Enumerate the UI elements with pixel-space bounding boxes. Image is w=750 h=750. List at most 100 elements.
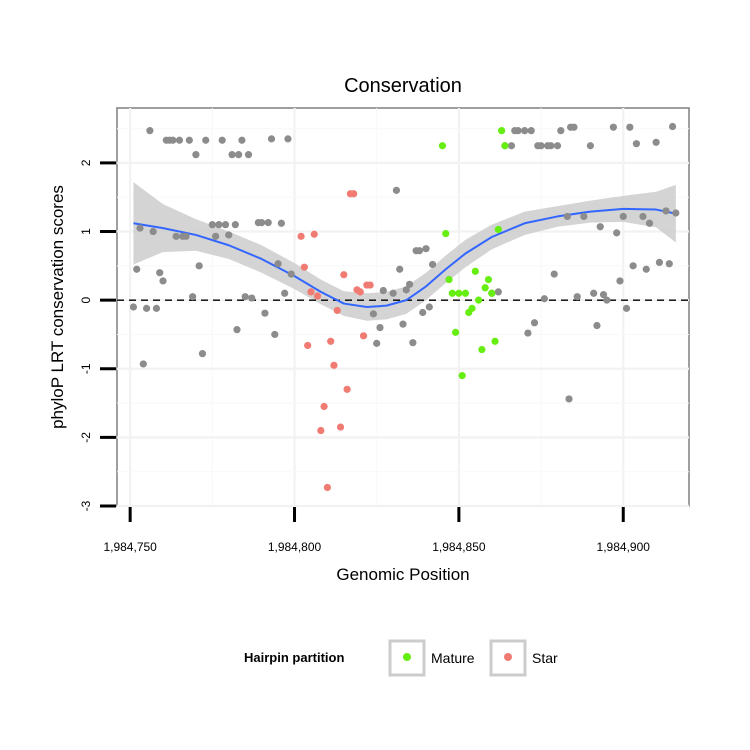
point-other: [277, 219, 285, 227]
point-other: [537, 142, 545, 150]
point-other: [228, 151, 236, 159]
point-other: [494, 288, 502, 296]
point-mature: [448, 289, 456, 297]
point-other: [156, 269, 164, 277]
point-other: [565, 395, 573, 403]
point-other: [629, 262, 637, 270]
point-other: [399, 320, 407, 328]
point-mature: [461, 289, 470, 297]
point-other: [402, 286, 410, 294]
x-tick-label: 1,984,850: [432, 540, 486, 554]
point-other: [613, 229, 621, 237]
point-other: [376, 323, 384, 332]
point-other: [208, 221, 216, 229]
point-star: [340, 271, 348, 279]
point-other: [198, 350, 207, 358]
point-star: [359, 332, 368, 340]
point-other: [665, 260, 673, 268]
point-mature: [451, 328, 460, 336]
point-star: [317, 426, 325, 435]
point-other: [662, 207, 670, 215]
legend-label-mature: Mature: [431, 650, 475, 666]
point-other: [540, 295, 548, 303]
y-tick-label: -3: [79, 500, 93, 511]
point-star: [356, 288, 364, 296]
point-other: [507, 142, 516, 150]
point-mature: [491, 337, 499, 345]
point-other: [146, 127, 154, 135]
point-other: [152, 304, 161, 312]
point-other: [428, 260, 437, 269]
point-other: [244, 151, 253, 159]
x-tick-label: 1,984,800: [268, 540, 322, 554]
point-other: [425, 303, 433, 311]
point-other: [632, 140, 641, 148]
point-other: [129, 303, 138, 311]
point-other: [189, 293, 197, 301]
x-axis: 1,984,750 1,984,800 1,984,850 1,984,900: [103, 507, 650, 554]
point-other: [409, 339, 417, 347]
point-other: [389, 289, 397, 297]
y-tick-label: -1: [79, 363, 93, 374]
y-tick-label: 1: [79, 228, 93, 235]
point-other: [195, 262, 203, 270]
point-other: [550, 270, 558, 278]
point-other: [175, 136, 184, 144]
legend-swatch-star: [504, 653, 512, 661]
point-mature: [471, 267, 479, 275]
point-other: [570, 123, 578, 131]
point-other: [521, 127, 529, 135]
point-other: [169, 136, 177, 144]
point-mature: [445, 275, 453, 284]
chart-title: Conservation: [344, 75, 462, 97]
point-star: [320, 402, 328, 411]
point-mature: [484, 275, 493, 284]
point-other: [609, 123, 617, 131]
point-mature: [458, 372, 466, 380]
point-other: [267, 135, 276, 143]
point-other: [652, 138, 660, 146]
point-other: [182, 232, 190, 240]
legend: Hairpin partition Mature Star: [244, 639, 558, 677]
point-other: [419, 308, 427, 317]
point-mature: [442, 229, 450, 238]
point-other: [672, 209, 680, 217]
legend-item-mature: Mature: [388, 639, 475, 677]
confidence-band: [133, 182, 676, 321]
point-star: [304, 341, 312, 350]
point-mature: [498, 127, 506, 135]
point-other: [235, 151, 243, 159]
point-other: [139, 360, 147, 368]
point-mature: [488, 289, 496, 297]
point-other: [530, 319, 539, 327]
point-other: [599, 291, 608, 299]
point-other: [596, 223, 604, 231]
point-other: [271, 330, 279, 339]
point-other: [159, 277, 167, 285]
point-other: [215, 221, 223, 229]
point-other: [248, 294, 256, 302]
legend-swatch-mature: [403, 653, 411, 661]
point-other: [527, 127, 535, 135]
point-other: [212, 232, 220, 240]
point-star: [343, 385, 351, 393]
point-other: [221, 221, 230, 229]
y-tick-label: 0: [79, 296, 93, 303]
point-other: [668, 122, 677, 131]
point-other: [172, 232, 180, 240]
point-other: [185, 136, 193, 144]
point-other: [593, 321, 601, 330]
point-other: [603, 296, 611, 304]
x-tick-label: 1,984,750: [103, 540, 157, 554]
point-star: [330, 361, 338, 369]
point-other: [639, 212, 647, 221]
point-other: [231, 221, 239, 229]
point-star: [300, 263, 308, 271]
point-other: [202, 136, 210, 144]
point-star: [297, 232, 305, 240]
point-mature: [478, 345, 486, 354]
point-other: [225, 231, 233, 239]
point-other: [586, 142, 594, 150]
confidence-band-area: [133, 182, 676, 321]
